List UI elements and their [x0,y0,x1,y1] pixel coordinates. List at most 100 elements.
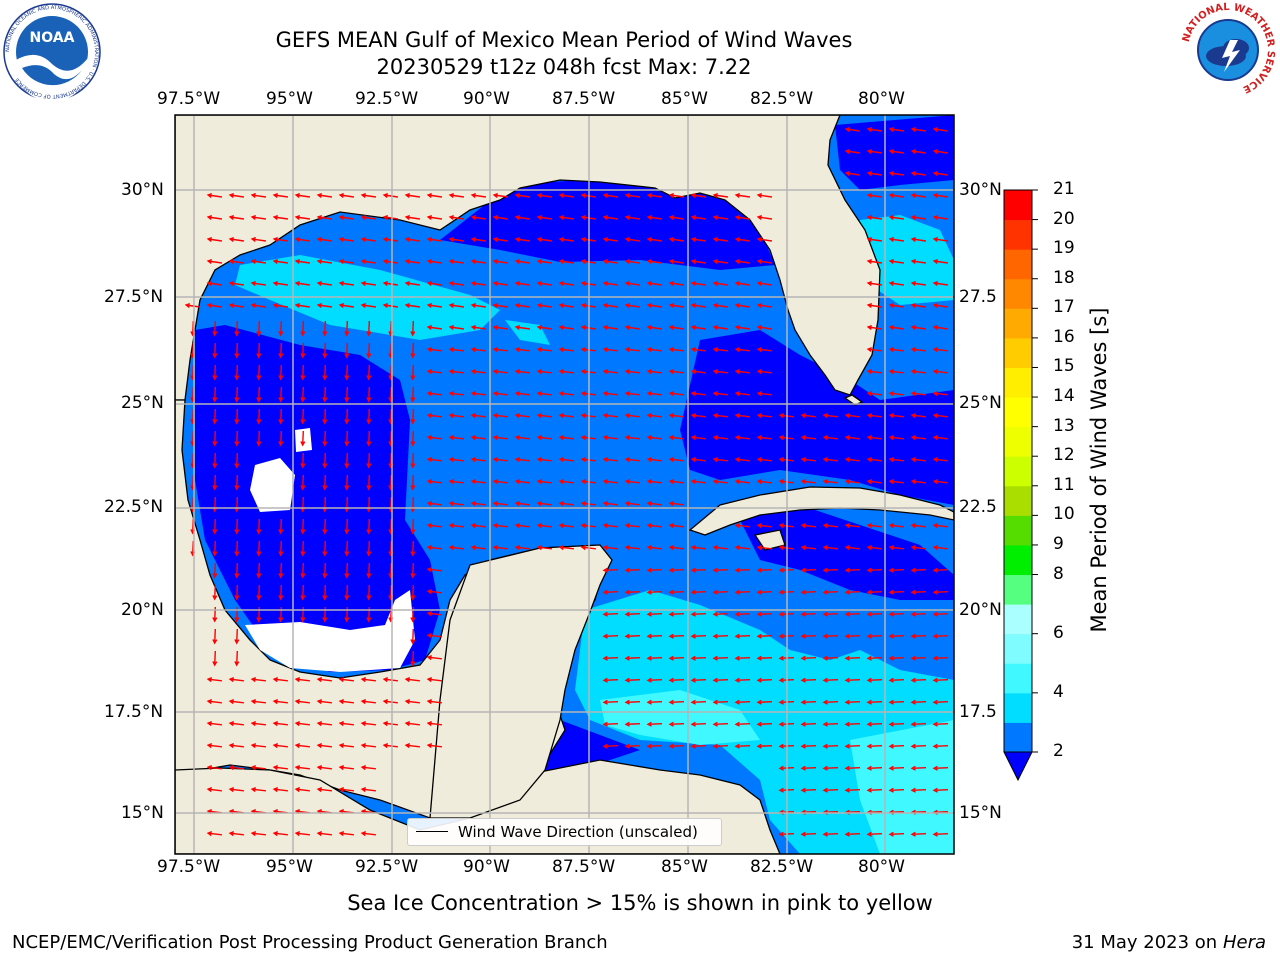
wind-arrow [932,347,948,353]
wind-arrow [690,721,707,727]
wind-arrow [338,831,354,837]
wind-arrow [822,699,839,705]
wind-arrow [212,342,218,359]
wind-arrow [426,567,442,573]
wind-arrow [602,501,618,507]
wind-arrow [910,214,927,220]
wind-arrow [844,633,861,639]
wind-arrow [866,192,883,198]
wind-arrow [514,280,531,286]
noaa-logo: NOAA NATIONAL OCEANIC AND ATMOSPHERIC AD… [2,2,102,102]
wind-arrow [470,302,487,308]
wind-arrow [866,633,883,639]
wind-arrow [558,545,574,551]
wind-arrow [690,214,707,220]
wind-arrow [558,302,575,308]
wind-arrow [624,214,641,220]
wind-arrow [536,347,552,353]
wind-arrow [212,474,218,491]
wind-arrow [426,347,442,353]
wind-arrow [300,364,306,381]
colorbar-tick-label: 13 [1053,415,1075,436]
wind-arrow [888,479,904,485]
wind-arrow [888,831,905,837]
wind-arrow [300,408,306,425]
wind-arrow [910,347,926,353]
wind-arrow [888,324,905,330]
wind-arrow [514,302,531,308]
wind-arrow [646,721,663,727]
wind-arrow [844,148,861,154]
wind-arrow [366,518,372,535]
wind-arrow [800,589,817,595]
wind-arrow [338,743,354,749]
wind-arrow [866,765,883,771]
wind-arrow [822,655,839,661]
wind-arrow [206,214,223,220]
wind-arrow [316,721,332,727]
wind-arrow [256,518,262,535]
wind-arrow [624,302,641,308]
wind-arrow [844,457,860,463]
wind-arrow [932,170,949,176]
colorbar-segment [1004,544,1032,576]
wind-arrow [866,236,883,242]
wind-arrow [712,435,728,441]
wind-arrow [646,258,663,264]
graticule [175,115,954,854]
colorbar-segment [1004,190,1032,221]
lon-label-top: 80°W [858,89,905,109]
wind-arrow [624,435,640,441]
wind-arrow [206,743,222,749]
wind-arrow [866,391,882,397]
wind-arrow [602,655,619,661]
wind-arrow [712,743,729,749]
wind-arrow [734,302,751,308]
wind-arrow [932,765,949,771]
wind-arrow [536,501,552,507]
wind-arrow [866,280,883,286]
wind-arrow [250,280,267,286]
wind-arrow [888,435,904,441]
wind-arrow [426,457,442,463]
wind-arrow [624,721,641,727]
lat-label-right: 17.5 [959,702,997,722]
wind-arrow [366,540,372,557]
wind-arrow [844,787,861,793]
wind-arrow [910,126,927,132]
wind-arrow [756,567,773,573]
wind-arrow [624,347,640,353]
wind-arrow [278,408,284,425]
wind-arrow [756,743,773,749]
wind-arrow [558,236,575,242]
wind-arrow [492,214,509,220]
wind-arrow [866,523,882,529]
colorbar-tick-label: 11 [1053,474,1075,495]
wind-arrow [404,214,421,220]
wind-arrow [250,192,267,198]
wind-arrow [426,236,443,242]
wind-arrow [668,391,684,397]
wind-arrow [888,721,905,727]
wind-arrow [338,192,355,198]
colorbar-segment [1004,485,1032,516]
wind-arrow [800,655,817,661]
wind-arrow [888,589,905,595]
wind-arrow [514,258,531,264]
wind-arrow [234,342,240,359]
lon-label-top: 87.5°W [552,89,616,109]
wind-arrow [668,743,685,749]
colorbar-outline [1003,189,1033,753]
colorbar-segment [1004,426,1032,457]
wind-arrow [866,699,883,705]
lon-label-bottom: 95°W [266,857,313,877]
wind-arrow [316,258,333,264]
wind-arrow [558,413,574,419]
wind-arrow [272,787,288,793]
wind-arrow [734,721,751,727]
wind-arrow [932,699,949,705]
wind-arrow [734,699,751,705]
wind-arrow [756,214,773,220]
legend-label: Wind Wave Direction (unscaled) [458,823,698,841]
wind-arrow [866,435,882,441]
